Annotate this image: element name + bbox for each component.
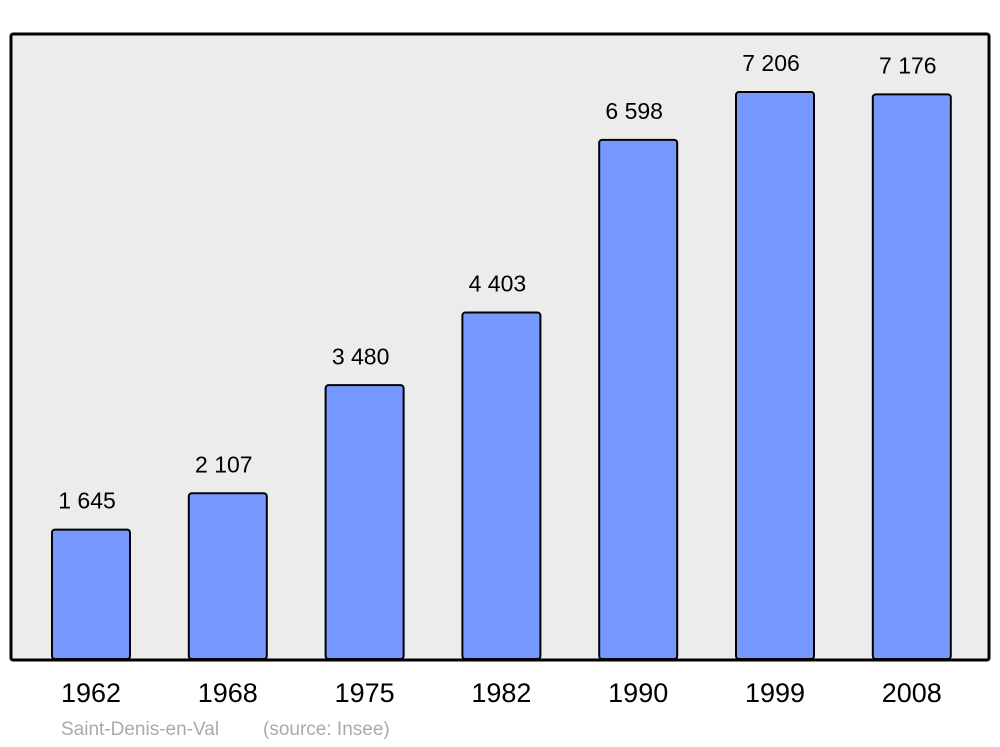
bar: [324, 384, 405, 660]
x-tick-label: 1990: [608, 678, 668, 708]
x-tick-label: 1975: [335, 678, 395, 708]
x-tick-label: 1962: [61, 678, 121, 708]
bar: [598, 138, 679, 660]
x-tick-label: 1982: [471, 678, 531, 708]
value-label: 1 645: [58, 488, 116, 514]
x-tick-label: 1999: [745, 678, 805, 708]
bar: [871, 93, 952, 660]
bar: [51, 528, 131, 660]
value-label: 7 206: [742, 50, 800, 76]
value-label: 3 480: [332, 343, 390, 369]
value-label: 7 176: [879, 52, 937, 78]
x-tick-label: 1968: [198, 678, 258, 708]
value-label: 2 107: [195, 451, 253, 477]
bar: [461, 311, 542, 660]
value-label: 6 598: [605, 98, 663, 124]
value-label: 4 403: [469, 271, 527, 297]
bar: [187, 492, 268, 660]
x-tick-label: 2008: [882, 678, 942, 708]
source: (source: Insee): [263, 719, 390, 740]
bar: [735, 91, 815, 660]
caption: Saint-Denis-en-Val: [61, 719, 219, 740]
